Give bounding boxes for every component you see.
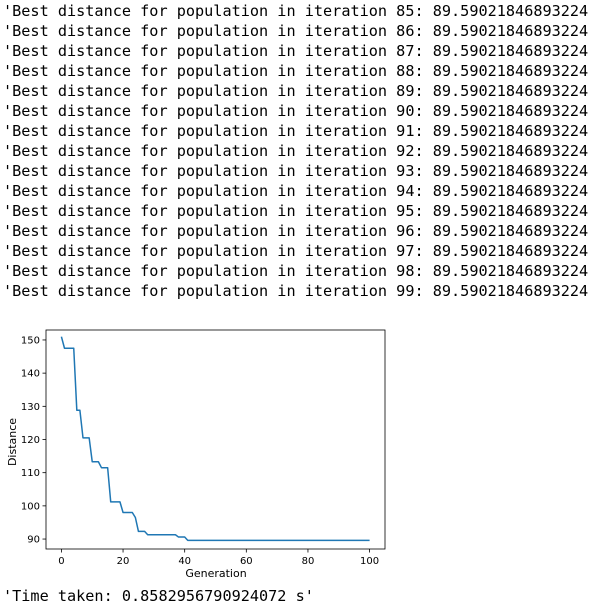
output-line: 'Best distance for population in iterati… (3, 222, 590, 240)
output-line: 'Best distance for population in iterati… (3, 62, 590, 80)
output-line: 'Best distance for population in iterati… (3, 122, 590, 140)
time-taken-output: 'Time taken: 0.8582956790924072 s' (3, 587, 314, 605)
y-tick-label: 130 (21, 402, 40, 413)
output-line: 'Best distance for population in iterati… (3, 242, 590, 260)
x-tick-label: 20 (117, 556, 130, 567)
output-line: 'Best distance for population in iterati… (3, 202, 590, 220)
x-tick-label: 60 (240, 556, 253, 567)
output-line: 'Best distance for population in iterati… (3, 2, 590, 20)
output-line: 'Best distance for population in iterati… (3, 22, 590, 40)
x-tick-label: 100 (360, 556, 379, 567)
distance-chart: 0 20 40 60 80 100 90 100 110 120 130 140 150 Generat… (6, 329, 386, 580)
output-line: 'Best distance for population in iterati… (3, 162, 590, 180)
output-line: 'Best distance for population in iterati… (3, 262, 590, 280)
x-tick-label: 80 (302, 556, 315, 567)
output-line: 'Best distance for population in iterati… (3, 282, 590, 300)
x-tick-label: 0 (58, 556, 64, 567)
output-line: 'Best distance for population in iterati… (3, 102, 590, 120)
y-tick-label: 140 (21, 369, 40, 380)
plot-frame (45, 329, 386, 550)
y-tick-label: 150 (21, 335, 40, 346)
plot-area (45, 329, 386, 550)
x-axis-label: Generation (185, 567, 246, 580)
y-tick-label: 110 (21, 468, 40, 479)
y-tick-label: 120 (21, 435, 40, 446)
output-line: 'Best distance for population in iterati… (3, 142, 590, 160)
y-tick-label: 100 (21, 501, 40, 512)
output-line: 'Best distance for population in iterati… (3, 182, 590, 200)
x-tick-label: 40 (178, 556, 191, 567)
y-axis-label: Distance (6, 418, 19, 466)
output-line: 'Best distance for population in iterati… (3, 82, 590, 100)
distance-series-line (60, 336, 370, 542)
y-tick-label: 90 (27, 535, 40, 546)
output-line: 'Best distance for population in iterati… (3, 42, 590, 60)
